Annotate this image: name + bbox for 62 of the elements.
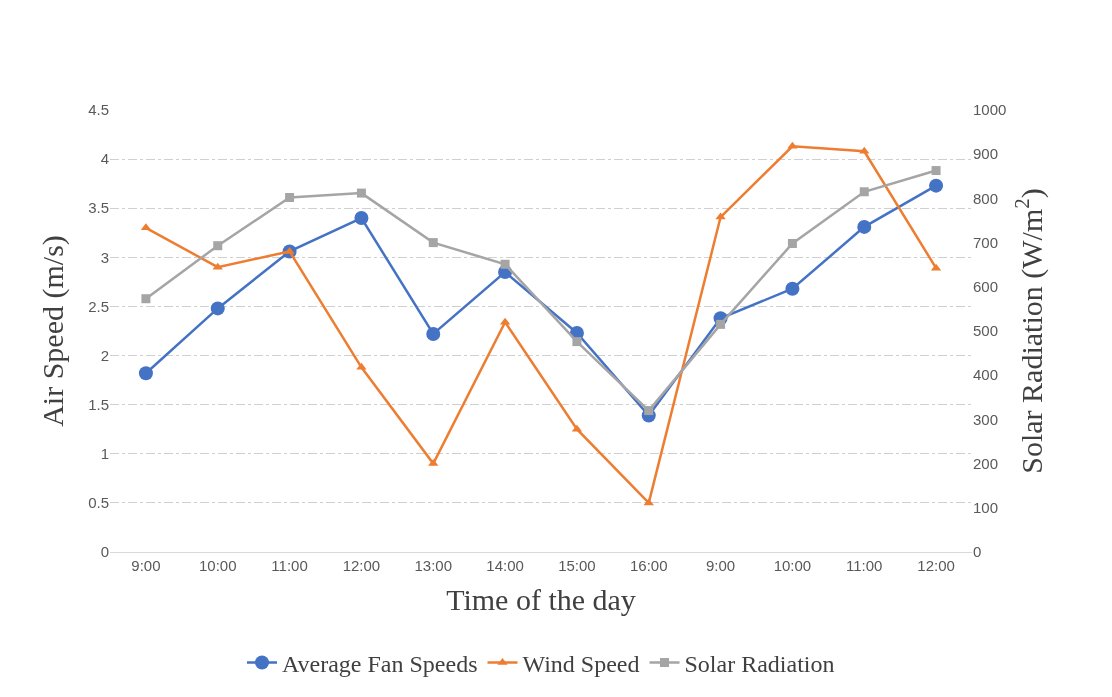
y2-tick-label: 500 bbox=[973, 322, 999, 340]
point bbox=[644, 406, 654, 416]
y2-tick-label: 600 bbox=[973, 278, 999, 296]
x-tick-label: 9:00 bbox=[705, 557, 736, 574]
point bbox=[643, 498, 654, 506]
point bbox=[354, 211, 369, 226]
y-tick-label: 1 bbox=[100, 445, 109, 463]
y-tick-label: 2 bbox=[100, 346, 109, 364]
x-tick-label: 9:00 bbox=[131, 557, 161, 574]
point bbox=[931, 166, 941, 176]
x-tick-label: 15:00 bbox=[558, 557, 596, 574]
point bbox=[213, 241, 223, 251]
legend-label: Wind Speed bbox=[522, 650, 640, 677]
point bbox=[785, 281, 800, 296]
point bbox=[787, 238, 797, 248]
point bbox=[285, 193, 295, 203]
y-tick-label: 0 bbox=[100, 543, 109, 561]
y2-tick-label: 100 bbox=[973, 499, 999, 517]
point bbox=[138, 366, 153, 381]
point bbox=[356, 188, 366, 198]
y-tick-label: 2.5 bbox=[88, 297, 109, 315]
point bbox=[500, 259, 510, 269]
y2-tick-label: 800 bbox=[973, 189, 999, 207]
x-tick-label: 13:00 bbox=[414, 557, 453, 574]
point bbox=[859, 146, 870, 154]
x-tick-label: 12:00 bbox=[917, 557, 955, 574]
y-tick-label: 4.5 bbox=[88, 101, 109, 119]
point bbox=[356, 362, 367, 370]
y2-tick-label: 300 bbox=[973, 410, 999, 428]
x-axis-title: Time of the day bbox=[446, 582, 636, 616]
y2-tick-label: 200 bbox=[973, 454, 999, 472]
y-axis-title: Air Speed (m/s) bbox=[36, 235, 71, 427]
y2-tick-label: 1000 bbox=[973, 101, 1007, 119]
x-tick-label: 12:00 bbox=[342, 557, 381, 574]
point bbox=[428, 238, 438, 248]
legend-label: Average Fan Speeds bbox=[282, 650, 478, 677]
y-tick-label: 4 bbox=[100, 150, 109, 168]
point bbox=[787, 141, 798, 149]
x-tick-label: 11:00 bbox=[846, 557, 883, 574]
x-tick-label: 16:00 bbox=[629, 557, 668, 574]
y-tick-label: 0.5 bbox=[88, 494, 109, 512]
y-tick-label: 3 bbox=[100, 248, 109, 266]
point bbox=[716, 319, 726, 329]
x-tick-label: 14:00 bbox=[486, 557, 524, 574]
y2-tick-label: 0 bbox=[973, 543, 982, 561]
point bbox=[857, 219, 872, 234]
point bbox=[284, 246, 295, 254]
legend-label: Solar Radiation bbox=[684, 650, 835, 677]
point bbox=[426, 326, 441, 341]
x-tick-label: 11:00 bbox=[271, 557, 308, 574]
x-tick-label: 10:00 bbox=[198, 557, 237, 574]
y2-tick-label: 700 bbox=[973, 233, 999, 251]
point bbox=[929, 178, 944, 193]
y-tick-label: 3.5 bbox=[88, 199, 109, 217]
y2-tick-label: 400 bbox=[973, 366, 999, 384]
point bbox=[210, 301, 225, 316]
y2-tick-label: 900 bbox=[973, 145, 999, 163]
point bbox=[572, 337, 582, 347]
point bbox=[859, 187, 869, 197]
x-tick-label: 10:00 bbox=[773, 557, 812, 574]
y-tick-label: 1.5 bbox=[88, 395, 109, 413]
point bbox=[141, 294, 151, 304]
